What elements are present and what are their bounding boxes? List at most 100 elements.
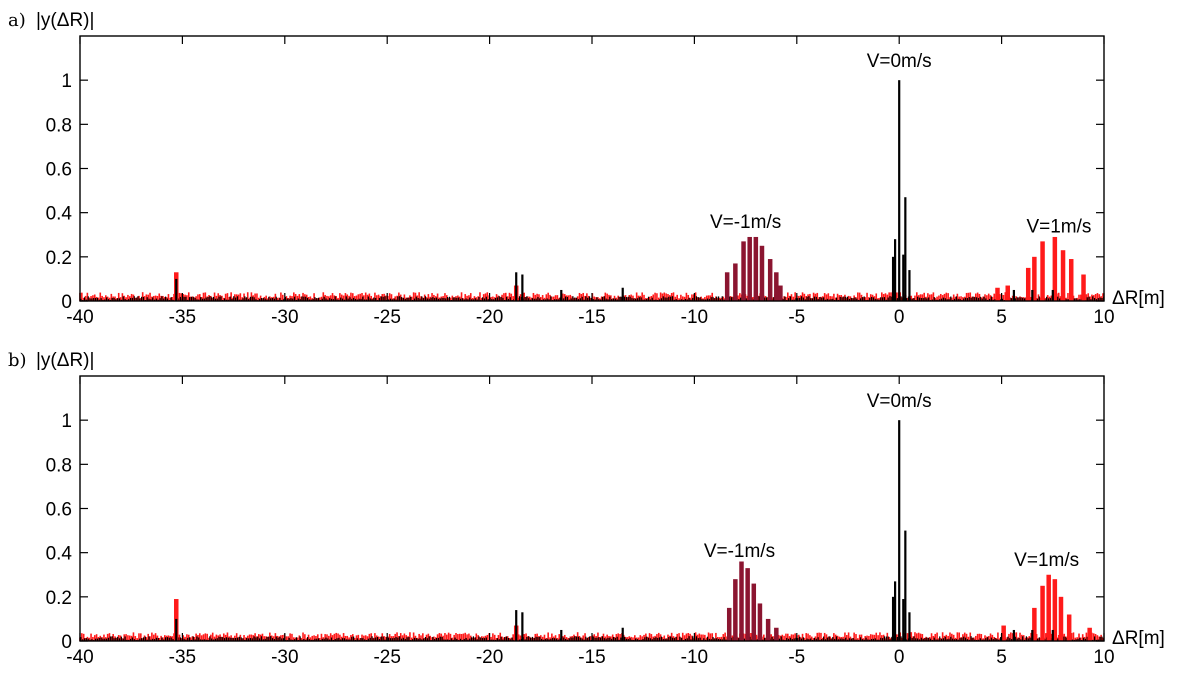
- panel-b: b) |y(ΔR)| -40 -35 -30 -25 -20 -15 -10 -5 0 5 10 0 0…: [8, 350, 1165, 668]
- data-bar-b-s2-5: [908, 612, 911, 641]
- data-bar-b-s2-9: [1012, 629, 1015, 641]
- x-tick-label: -35: [169, 647, 196, 668]
- x-tick-label: -20: [476, 307, 503, 328]
- x-tick-label: -15: [578, 307, 605, 328]
- annotation-label: V=-1m/s: [710, 212, 781, 233]
- data-bar-a-s0-5: [1025, 267, 1031, 302]
- data-bar-b-s1-5: [757, 603, 763, 641]
- data-bar-a-s0-4: [1032, 256, 1037, 301]
- data-bar-a-s2-5: [908, 270, 911, 301]
- annotation-label: V=0m/s: [867, 51, 932, 72]
- x-tick-label: -20: [476, 647, 503, 668]
- data-bar-a-s0-9: [995, 287, 1000, 301]
- data-bar-b-s1-2: [739, 561, 744, 641]
- plot-frame-b: [79, 375, 1105, 642]
- data-bar-a-s2-6: [515, 272, 518, 301]
- data-bar-b-s0-1: [1046, 574, 1051, 641]
- annotation-label: V=1m/s: [1014, 550, 1079, 571]
- y-tick-label: 0.8: [46, 115, 72, 136]
- x-tick-label: 5: [996, 307, 1007, 328]
- data-bar-a-s2-11: [1051, 289, 1054, 301]
- plot-frame-a: [79, 35, 1105, 302]
- y-axis-label-b: |y(ΔR)|: [36, 350, 94, 371]
- data-bar-a-s0-1: [1040, 241, 1045, 302]
- data-bar-a-s2-4: [902, 254, 905, 302]
- data-bar-a-s2-0: [898, 80, 901, 301]
- x-tick-label: -15: [578, 647, 605, 668]
- data-bar-b-s2-1: [904, 530, 907, 641]
- x-tick-label: 0: [894, 307, 905, 328]
- data-bar-b-s1-0: [726, 607, 732, 642]
- data-bar-a-s0-8: [1005, 285, 1010, 301]
- y-tick-label: 0: [61, 632, 72, 653]
- data-bar-b-s0-7: [1001, 625, 1006, 641]
- x-tick-label: -30: [271, 647, 298, 668]
- x-tick-label: -35: [169, 307, 196, 328]
- annotation-label: V=0m/s: [867, 391, 932, 412]
- y-tick-label: 0.4: [46, 204, 73, 225]
- x-tick-label: -10: [681, 647, 708, 668]
- data-bar-b-s1-4: [751, 583, 757, 641]
- x-axis-label-a: ΔR[m]: [1112, 288, 1165, 309]
- y-tick-label: 0.2: [46, 248, 72, 269]
- data-bar-a-s2-7: [521, 274, 524, 301]
- data-bar-a-s0-7: [1081, 274, 1086, 301]
- data-bar-b-s2-3: [891, 596, 895, 641]
- panel-label-a: a): [8, 10, 26, 31]
- bars-b: [79, 420, 1105, 642]
- data-bar-b-s2-13: [621, 627, 624, 641]
- x-tick-label: -25: [373, 647, 400, 668]
- data-bar-a-s1-6: [767, 259, 773, 301]
- x-tick-label: -25: [373, 307, 400, 328]
- x-tick-label: -40: [66, 307, 93, 328]
- data-bar-b-s2-11: [1051, 629, 1054, 641]
- data-bar-b-s2-2: [894, 581, 897, 642]
- data-bar-b-s2-0: [898, 420, 901, 641]
- data-bar-a-s1-5: [759, 245, 765, 301]
- data-bar-a-s2-10: [1031, 289, 1034, 301]
- data-bar-b-s1-7: [774, 627, 779, 641]
- data-bar-a-s2-9: [1012, 289, 1015, 301]
- data-bar-a-s1-7: [774, 272, 779, 301]
- data-bar-b-s2-12: [560, 629, 563, 641]
- data-bar-b-s2-10: [1031, 629, 1034, 641]
- annotations-a: V=0m/s V=-1m/s V=1m/s: [710, 51, 1091, 238]
- data-bar-b-s0-3: [1040, 585, 1045, 641]
- y-tick-label: 0.6: [46, 500, 72, 521]
- data-bar-a-s0-6: [1068, 259, 1074, 301]
- data-bar-b-s0-2: [1052, 579, 1058, 641]
- x-tick-label: 0: [894, 647, 905, 668]
- data-bar-a-s0-2: [1052, 236, 1058, 301]
- data-bar-b-s1-6: [765, 618, 771, 641]
- data-bar-a-s2-13: [621, 287, 624, 301]
- y-tick-label: 0.6: [46, 160, 72, 181]
- data-bar-a-s2-1: [904, 197, 907, 301]
- x-tick-label: 5: [996, 647, 1007, 668]
- data-bar-a-s1-2: [741, 241, 746, 302]
- data-bar-b-s2-8: [175, 618, 178, 641]
- data-bar-a-s1-8: [778, 285, 783, 301]
- data-bar-a-s2-2: [894, 239, 897, 301]
- data-bar-a-s1-1: [733, 263, 738, 301]
- data-bar-a-s1-3: [747, 236, 752, 301]
- y-tick-label: 0.4: [46, 544, 73, 565]
- x-axis-label-b: ΔR[m]: [1112, 628, 1165, 649]
- x-tick-label: -30: [271, 307, 298, 328]
- data-bar-b-s0-6: [1066, 614, 1072, 641]
- y-axis-label-a: |y(ΔR)|: [36, 10, 94, 31]
- data-bar-b-s2-7: [521, 612, 524, 641]
- data-bar-a-s0-3: [1060, 250, 1066, 301]
- x-tick-label: 10: [1093, 647, 1114, 668]
- bars-a: [79, 80, 1105, 302]
- ticks-b: -40 -35 -30 -25 -20 -15 -10 -5 0 5 10 0 0.2 0.4 0.6 0.8…: [46, 376, 1115, 668]
- data-bar-b-s2-4: [902, 599, 905, 641]
- y-tick-label: 1: [61, 411, 72, 432]
- y-tick-label: 0.2: [46, 588, 72, 609]
- data-bar-a-s2-8: [175, 278, 178, 301]
- x-tick-label: -5: [788, 647, 805, 668]
- y-tick-label: 0.8: [46, 455, 72, 476]
- y-tick-label: 1: [61, 71, 72, 92]
- panel-a: a) |y(ΔR)| -40 -35 -30 -25 -20 -15 -10 -5 0 5 10 0 0…: [8, 10, 1165, 328]
- data-bar-a-s1-4: [753, 236, 759, 301]
